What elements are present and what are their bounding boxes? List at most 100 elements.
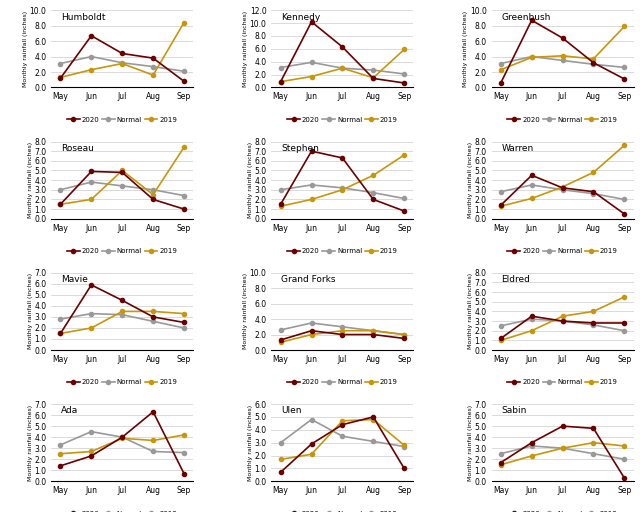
2019 xyxy=(589,308,597,314)
2019 xyxy=(180,311,188,317)
2020 xyxy=(559,185,566,191)
Normal xyxy=(559,187,566,193)
Normal xyxy=(559,445,566,451)
2020 xyxy=(180,319,188,326)
Line: 2020: 2020 xyxy=(58,169,186,211)
Text: Grand Forks: Grand Forks xyxy=(282,275,336,284)
2019 xyxy=(180,432,188,438)
Normal xyxy=(401,443,408,450)
Normal xyxy=(589,190,597,197)
Line: 2019: 2019 xyxy=(278,48,406,84)
2020 xyxy=(497,202,505,208)
Line: 2019: 2019 xyxy=(278,153,406,208)
2020 xyxy=(401,80,408,86)
Line: Normal: Normal xyxy=(278,183,406,201)
2020 xyxy=(56,75,64,81)
2019 xyxy=(118,60,126,67)
Normal xyxy=(401,331,408,337)
2019 xyxy=(339,418,346,424)
Normal xyxy=(149,449,157,455)
2019 xyxy=(88,449,95,455)
Line: 2020: 2020 xyxy=(58,410,186,476)
2020 xyxy=(180,471,188,477)
2019 xyxy=(559,445,566,451)
2019 xyxy=(56,74,64,80)
2020 xyxy=(88,33,95,39)
2019 xyxy=(276,79,284,85)
2019 xyxy=(308,451,316,457)
Line: Normal: Normal xyxy=(58,54,186,73)
Normal xyxy=(621,197,628,203)
Legend: 2020, Normal, 2019: 2020, Normal, 2019 xyxy=(65,245,180,257)
2019 xyxy=(528,54,536,60)
2019 xyxy=(369,328,377,334)
2020 xyxy=(528,313,536,319)
Line: 2019: 2019 xyxy=(499,143,627,208)
2019 xyxy=(401,442,408,449)
2020 xyxy=(369,331,377,337)
2020 xyxy=(149,409,157,415)
2020 xyxy=(339,421,346,428)
Line: Normal: Normal xyxy=(278,321,406,337)
Line: 2020: 2020 xyxy=(278,20,406,85)
Normal xyxy=(308,59,316,66)
2019 xyxy=(621,24,628,30)
Text: Roseau: Roseau xyxy=(61,144,94,153)
2019 xyxy=(149,72,157,78)
2020 xyxy=(369,197,377,203)
Line: Normal: Normal xyxy=(58,430,186,455)
2020 xyxy=(149,314,157,320)
Y-axis label: Monthly rainfall (inches): Monthly rainfall (inches) xyxy=(248,142,253,218)
Line: 2020: 2020 xyxy=(499,314,627,340)
2020 xyxy=(589,60,597,66)
2020 xyxy=(589,188,597,195)
Y-axis label: Monthly rainfall (inches): Monthly rainfall (inches) xyxy=(28,142,33,218)
2020 xyxy=(497,459,505,465)
Normal xyxy=(369,189,377,196)
Normal xyxy=(180,68,188,74)
2019 xyxy=(621,142,628,148)
2019 xyxy=(276,203,284,209)
Normal xyxy=(88,429,95,435)
2020 xyxy=(149,197,157,203)
2020 xyxy=(88,168,95,175)
Line: Normal: Normal xyxy=(499,444,627,461)
Normal xyxy=(339,324,346,330)
Line: 2019: 2019 xyxy=(499,25,627,72)
Legend: 2020, Normal, 2019: 2020, Normal, 2019 xyxy=(285,508,400,512)
Y-axis label: Monthly rainfall (inches): Monthly rainfall (inches) xyxy=(468,404,473,481)
Normal xyxy=(180,325,188,331)
2019 xyxy=(339,328,346,334)
2020 xyxy=(88,453,95,459)
Normal xyxy=(497,60,505,67)
2019 xyxy=(276,456,284,462)
2020 xyxy=(339,155,346,161)
Line: 2020: 2020 xyxy=(278,329,406,342)
2020 xyxy=(528,172,536,178)
2020 xyxy=(118,434,126,440)
Normal xyxy=(56,442,64,448)
2020 xyxy=(118,169,126,176)
2019 xyxy=(528,453,536,459)
Normal xyxy=(621,456,628,462)
2020 xyxy=(369,414,377,420)
Normal xyxy=(308,182,316,188)
2019 xyxy=(149,437,157,443)
2019 xyxy=(88,325,95,331)
2020 xyxy=(528,440,536,446)
Text: Warren: Warren xyxy=(502,144,534,153)
2020 xyxy=(339,331,346,337)
2019 xyxy=(180,144,188,151)
Line: 2019: 2019 xyxy=(58,433,186,456)
Normal xyxy=(180,450,188,456)
Legend: 2020, Normal, 2019: 2020, Normal, 2019 xyxy=(505,377,620,388)
Text: Ada: Ada xyxy=(61,407,78,415)
Normal xyxy=(528,443,536,449)
Legend: 2020, Normal, 2019: 2020, Normal, 2019 xyxy=(65,114,180,126)
Line: 2020: 2020 xyxy=(499,18,627,85)
Line: 2019: 2019 xyxy=(278,417,406,461)
2019 xyxy=(308,197,316,203)
2020 xyxy=(621,475,628,481)
Normal xyxy=(118,183,126,189)
2019 xyxy=(118,435,126,441)
